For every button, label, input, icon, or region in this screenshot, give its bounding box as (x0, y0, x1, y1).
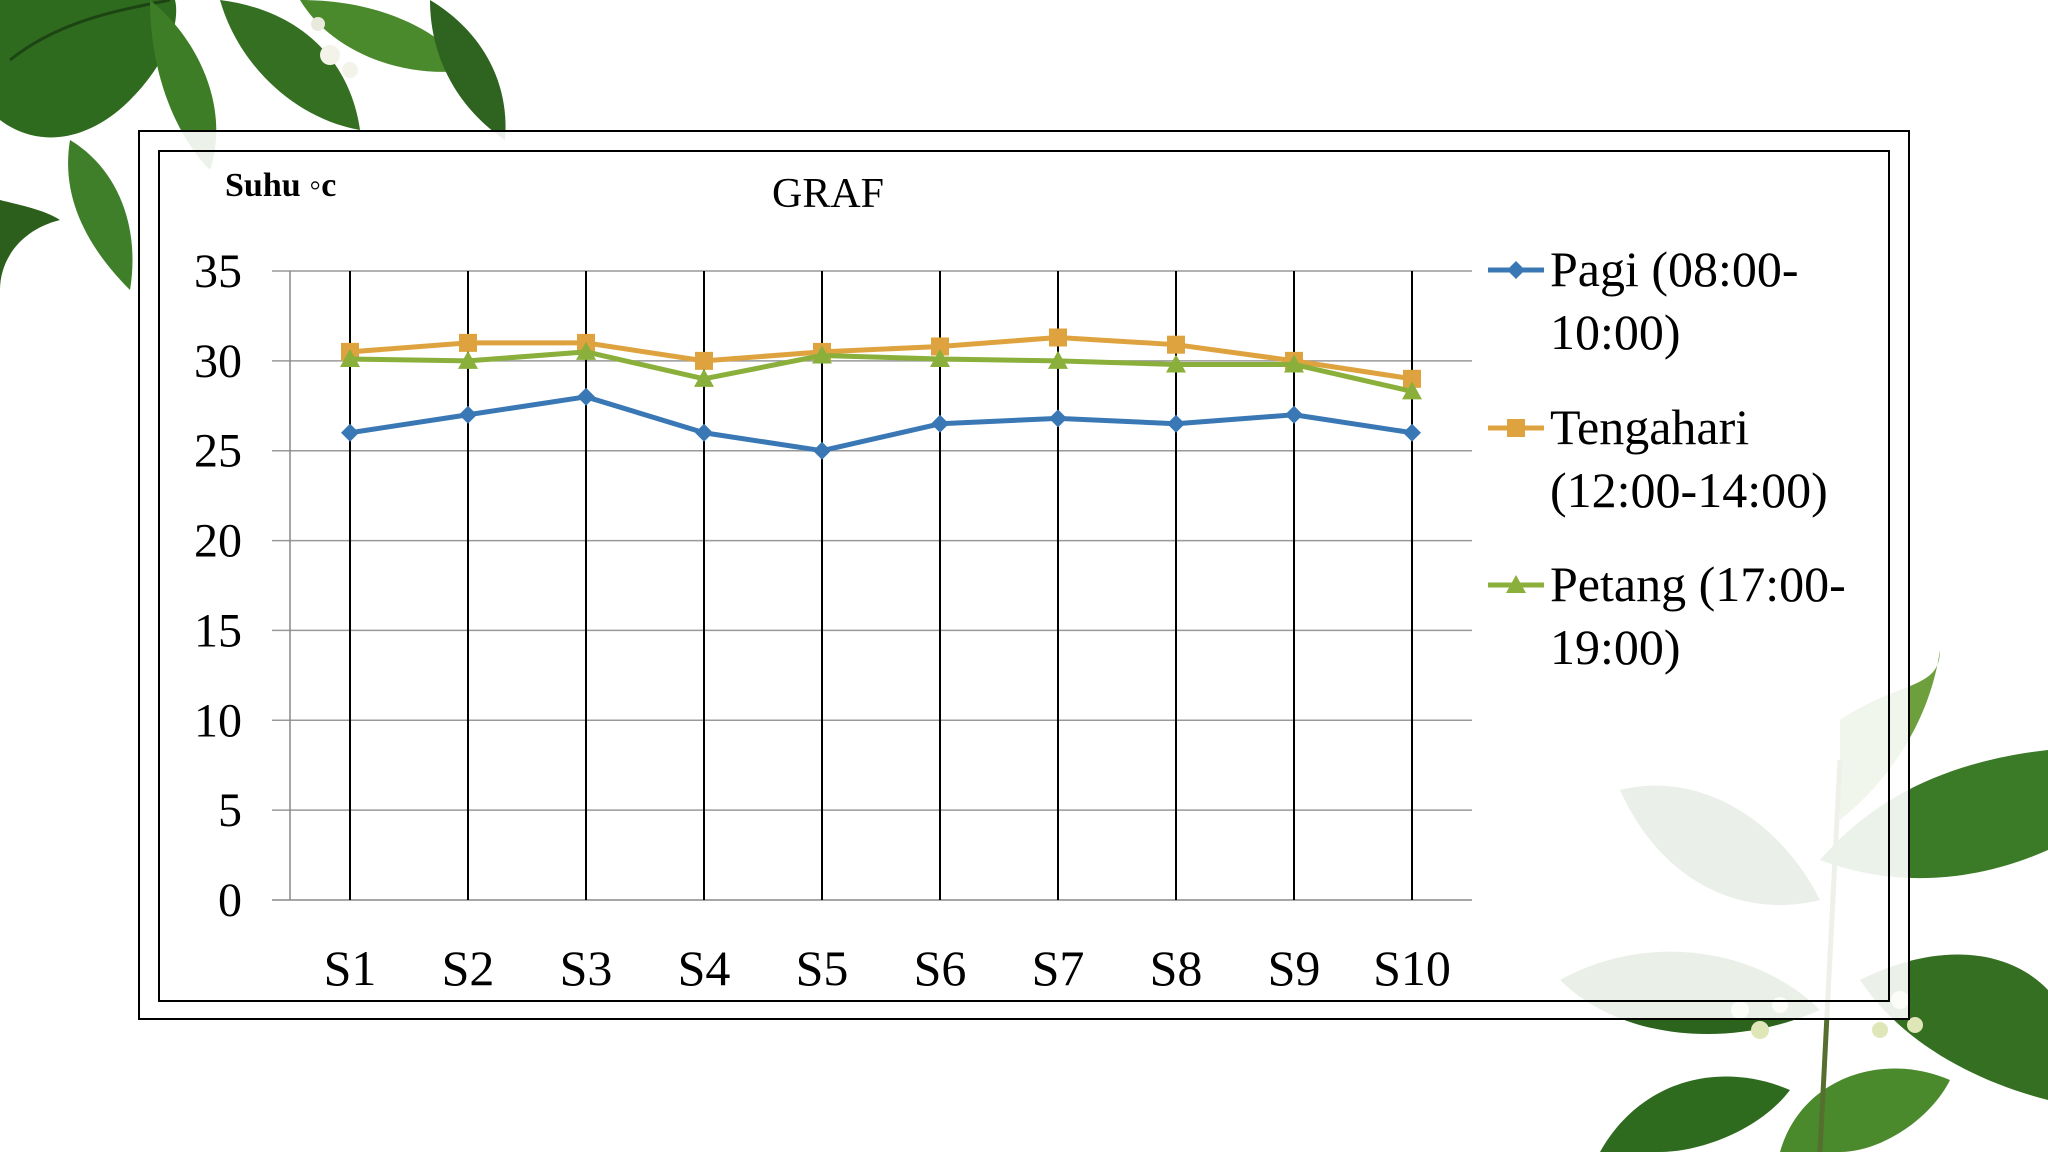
data-point (694, 368, 714, 387)
x-tick-label: S8 (1150, 940, 1203, 996)
legend-marker (1507, 419, 1525, 437)
data-point (1402, 381, 1422, 400)
x-tick-label: S5 (796, 940, 849, 996)
data-point (1167, 335, 1185, 354)
data-point (1049, 409, 1067, 428)
data-point (1167, 414, 1185, 433)
legend-marker (1507, 261, 1525, 279)
data-point (1284, 354, 1304, 373)
series-3 (340, 341, 1422, 400)
legend-label: Pagi (08:00- (1550, 241, 1799, 297)
x-tick-label: S9 (1268, 940, 1321, 996)
y-tick-label: 20 (194, 515, 242, 568)
legend-entry: Tengahari (12:00-14:00) (1488, 399, 1828, 518)
data-point (812, 345, 832, 364)
chart-outer-frame (138, 130, 1910, 1020)
data-point (1049, 328, 1067, 347)
y-tick-label: 15 (194, 604, 242, 657)
data-point (1285, 405, 1303, 424)
chart-title: GRAF (772, 171, 884, 217)
y-tick-label: 0 (218, 874, 242, 927)
data-point (695, 351, 713, 370)
legend-label: (12:00-14:00) (1550, 462, 1828, 518)
data-point (459, 405, 477, 424)
x-tick-label: S6 (914, 940, 967, 996)
x-tick-label: S1 (324, 940, 377, 996)
x-tick-label: S7 (1032, 940, 1085, 996)
x-tick-label: S4 (678, 940, 731, 996)
data-point (459, 333, 477, 352)
legend-entry: Petang (17:00- 19:00) (1488, 556, 1846, 675)
data-point (341, 423, 359, 442)
legend-label: 19:00) (1550, 619, 1681, 675)
legend-marker (1506, 575, 1526, 593)
grid-layer (272, 270, 1472, 901)
legend-entry: Pagi (08:00- 10:00) (1488, 241, 1799, 360)
y-tick-label: 10 (194, 694, 242, 747)
data-point (1403, 423, 1421, 442)
leaf-branch-top-left-icon (0, 0, 506, 290)
legend: Pagi (08:00- 10:00) Tengahari (12:00-14:00)… (1488, 241, 1846, 675)
axis-layer: 0 5 10 15 20 25 30 35 S1 S2 S3 S4 S5 S6 S7 S8 S9 S10 (194, 245, 1451, 996)
data-point (813, 441, 831, 460)
series-line (349, 349, 1413, 394)
legend-label: Petang (17:00- (1550, 556, 1846, 612)
data-point (458, 350, 478, 369)
data-point (931, 414, 949, 433)
data-point (1403, 369, 1421, 388)
x-tick-label: S3 (560, 940, 613, 996)
data-point (1048, 350, 1068, 369)
y-tick-label: 5 (218, 784, 242, 837)
series-line (349, 334, 1413, 382)
legend-label: 10:00) (1550, 304, 1681, 360)
data-point (576, 341, 596, 360)
data-point (577, 387, 595, 406)
y-tick-label: 25 (194, 425, 242, 478)
y-tick-label: 35 (194, 245, 242, 298)
series-line (349, 394, 1413, 454)
legend-label: Tengahari (1550, 399, 1749, 455)
x-tick-label: S2 (442, 940, 495, 996)
data-point (1166, 354, 1186, 373)
chart-inner-frame (158, 150, 1890, 1002)
data-point (931, 337, 949, 356)
data-point (930, 349, 950, 368)
series-1 (341, 387, 1421, 460)
series-layer (340, 328, 1422, 460)
y-axis-label: Suhu ◦c (225, 167, 336, 204)
data-point (695, 423, 713, 442)
y-tick-label: 30 (194, 335, 242, 388)
data-point (340, 349, 360, 368)
x-tick-label: S10 (1373, 940, 1451, 996)
